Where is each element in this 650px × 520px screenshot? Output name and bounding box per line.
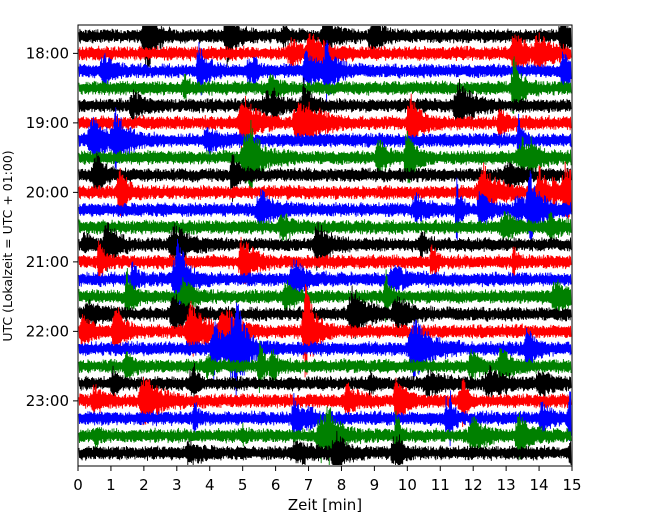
x-tick-label: 13 — [497, 476, 516, 494]
x-axis-label: Zeit [min] — [288, 496, 362, 514]
trace-line — [78, 362, 572, 403]
trace-line — [78, 25, 572, 73]
x-tick-label: 6 — [271, 476, 281, 494]
trace-line — [78, 210, 572, 245]
y-tick-label: 18:00 — [26, 44, 69, 62]
x-tick-label: 15 — [562, 476, 581, 494]
y-tick-label: 21:00 — [26, 253, 69, 271]
y-axis-ticks: 18:00 19:00 20:00 21:00 22:00 23:00 — [26, 44, 78, 410]
trace-line — [78, 40, 572, 104]
trace-line — [78, 430, 572, 466]
trace-line — [78, 93, 572, 152]
trace-line — [78, 161, 572, 222]
trace-line — [78, 406, 572, 466]
trace-line — [78, 302, 572, 398]
y-tick-label: 20:00 — [26, 183, 69, 201]
axes-frame — [77, 24, 573, 467]
x-tick-label: 7 — [304, 476, 314, 494]
trace-line — [78, 377, 572, 428]
trace-line — [78, 56, 572, 114]
y-tick-label: 22:00 — [26, 322, 69, 340]
trace-line — [78, 284, 572, 378]
trace-line — [78, 120, 572, 189]
trace-line — [78, 221, 572, 273]
trace-line — [78, 285, 572, 340]
trace-line — [78, 236, 572, 284]
trace-line — [78, 340, 572, 394]
x-axis-ticks: 0 1 2 3 4 5 6 7 8 9 10 11 12 13 14 15 — [73, 466, 582, 494]
trace-line — [78, 107, 572, 170]
x-tick-label: 14 — [530, 476, 549, 494]
x-tick-label: 8 — [337, 476, 347, 494]
y-axis-label: UTC (Lokalzeit = UTC + 01:00) — [0, 150, 15, 341]
x-tick-label: 0 — [73, 476, 83, 494]
trace-line — [78, 153, 572, 202]
x-tick-label: 11 — [431, 476, 450, 494]
x-tick-label: 1 — [106, 476, 116, 494]
x-tick-label: 9 — [370, 476, 380, 494]
trace-line — [78, 77, 572, 130]
x-tick-label: 2 — [139, 476, 149, 494]
x-tick-label: 12 — [464, 476, 483, 494]
x-tick-label: 4 — [205, 476, 215, 494]
x-tick-label: 10 — [398, 476, 417, 494]
trace-line — [78, 238, 572, 322]
trace-line — [78, 390, 572, 447]
y-tick-label: 19:00 — [26, 114, 69, 132]
x-tick-label: 3 — [172, 476, 182, 494]
trace-line — [78, 170, 572, 249]
y-tick-label: 23:00 — [26, 392, 69, 410]
x-tick-label: 5 — [238, 476, 248, 494]
seismogram-traces — [78, 25, 572, 466]
trace-line — [78, 268, 572, 323]
